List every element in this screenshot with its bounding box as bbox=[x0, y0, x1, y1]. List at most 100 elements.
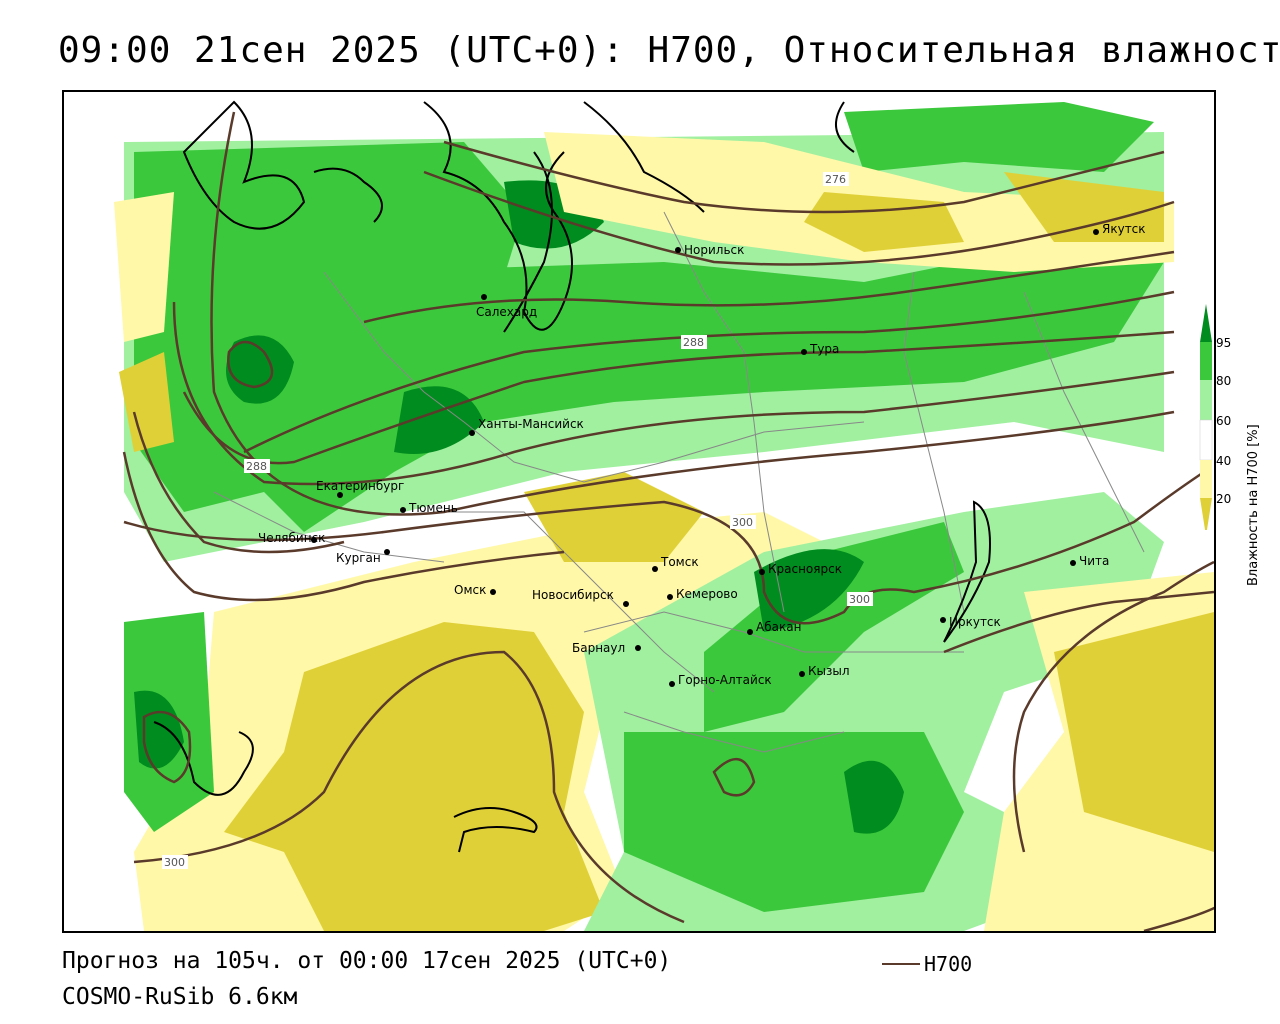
city-dot-gorno-altaysk bbox=[669, 681, 675, 687]
city-dot-chita bbox=[1070, 560, 1076, 566]
humidity-fields bbox=[114, 102, 1214, 931]
legend-swatch-0 bbox=[1200, 498, 1212, 530]
contour-label-276: 276 bbox=[825, 173, 846, 186]
h700-contour-w3 bbox=[122, 451, 565, 602]
city-label-khanty-mansiysk: Ханты-Мансийск bbox=[478, 417, 584, 431]
city-label-krasnoyarsk: Красноярск bbox=[768, 562, 842, 576]
humidity-zone-95-khakassia bbox=[754, 549, 864, 632]
legend-title-text: Влажность на H700 [%] bbox=[1246, 424, 1261, 586]
legend-tick-40: 40 bbox=[1216, 454, 1231, 468]
dry-zone-0-south bbox=[224, 622, 604, 931]
city-dot-chelyabinsk bbox=[311, 537, 317, 543]
city-dot-tomsk bbox=[652, 566, 658, 572]
humidity-zone-95-west bbox=[226, 335, 294, 404]
city-dot-krasnoyarsk bbox=[759, 569, 765, 575]
city-dot-abakan bbox=[747, 629, 753, 635]
contour-label-300-a: 300 bbox=[732, 516, 753, 529]
city-label-yekaterinburg: Екатеринбург bbox=[316, 479, 404, 493]
h700-contour-east2 bbox=[943, 590, 1214, 654]
legend-swatch-60 bbox=[1200, 380, 1212, 420]
city-label-barnaul: Барнаул bbox=[572, 641, 625, 655]
h700-contour-284 bbox=[363, 250, 1175, 324]
city-dot-khanty-mansiysk bbox=[469, 430, 475, 436]
legend-swatch-80 bbox=[1200, 342, 1212, 380]
legend-tick-80: 80 bbox=[1216, 374, 1231, 388]
city-label-salekhard: Салехард bbox=[476, 305, 537, 319]
h700-contour-low-south bbox=[712, 757, 756, 797]
color-legend: 95 80 60 40 20 bbox=[1199, 304, 1231, 530]
contour-label-288-a: 288 bbox=[683, 336, 704, 349]
city-label-omsk: Омск bbox=[454, 583, 486, 597]
humidity-zone-80-southeast bbox=[704, 522, 964, 732]
city-label-abakan: Абакан bbox=[756, 620, 801, 634]
h700-contour-east bbox=[1012, 560, 1214, 853]
city-dot-kyzyl bbox=[799, 671, 805, 677]
legend-tick-60: 60 bbox=[1216, 414, 1231, 428]
contour-legend-line bbox=[882, 963, 920, 965]
contour-label-300-b: 300 bbox=[849, 593, 870, 606]
region-borders bbox=[213, 211, 1145, 753]
coastlines bbox=[153, 100, 991, 853]
city-label-irkutsk: Иркутск bbox=[949, 615, 1001, 629]
contour-labels: 276 288 288 300 300 300 bbox=[162, 172, 873, 869]
city-label-yakutsk: Якутск bbox=[1102, 222, 1146, 236]
legend-tick-95: 95 bbox=[1216, 336, 1231, 350]
city-label-tomsk: Томск bbox=[660, 555, 699, 569]
humidity-zone-80-central bbox=[264, 232, 1164, 532]
h700-contour-low-west bbox=[227, 340, 274, 389]
model-name: COSMO-RuSib 6.6км bbox=[62, 984, 298, 1010]
city-label-gorno-altaysk: Горно-Алтайск bbox=[678, 673, 772, 687]
h700-contour-w2 bbox=[132, 411, 345, 554]
contour-label-300-c: 300 bbox=[164, 856, 185, 869]
city-dot-norilsk bbox=[675, 247, 681, 253]
city-label-norilsk: Норильск bbox=[684, 243, 744, 257]
city-dot-tura bbox=[801, 349, 807, 355]
h700-contour-290 bbox=[172, 301, 1175, 486]
legend-swatch-40 bbox=[1199, 419, 1213, 461]
city-dot-salekhard bbox=[481, 294, 487, 300]
h700-contours bbox=[122, 111, 1214, 931]
h700-contour-300 bbox=[123, 470, 1205, 625]
city-label-novosibirsk: Новосибирск bbox=[532, 588, 614, 602]
h700-contour-292 bbox=[210, 111, 1175, 516]
city-label-chelyabinsk: Челябинск bbox=[258, 531, 325, 545]
city-dot-barnaul bbox=[635, 645, 641, 651]
humidity-zone-80-northwest bbox=[134, 142, 524, 512]
dry-zone-0-center bbox=[524, 472, 704, 562]
contour-label-288-b: 288 bbox=[246, 460, 267, 473]
legend-swatch-20 bbox=[1200, 460, 1212, 498]
city-label-kurgan: Курган bbox=[336, 551, 381, 565]
h700-contour-282 bbox=[423, 170, 1175, 266]
city-dot-kemerovo bbox=[667, 594, 673, 600]
forecast-info: Прогноз на 105ч. от 00:00 17сен 2025 (UT… bbox=[62, 948, 672, 974]
contour-legend-label: H700 bbox=[924, 952, 973, 976]
city-label-chita: Чита bbox=[1079, 554, 1109, 568]
h700-contour-276 bbox=[443, 140, 1165, 214]
legend-title: Влажность на H700 [%] bbox=[1246, 424, 1261, 586]
city-dot-irkutsk bbox=[940, 617, 946, 623]
h700-contour-300-south bbox=[133, 650, 685, 924]
city-dot-kurgan bbox=[384, 549, 390, 555]
dry-zone-20-west bbox=[114, 192, 174, 342]
dry-zone-0-northeast bbox=[1004, 172, 1164, 242]
legend-swatch-95-plus bbox=[1200, 304, 1212, 342]
h700-contour-se bbox=[1143, 906, 1214, 931]
h700-contour-low-sw bbox=[142, 710, 192, 784]
humidity-map: 276 288 288 300 300 300 Норильск Якутск … bbox=[64, 92, 1214, 931]
city-dot-novosibirsk bbox=[623, 601, 629, 607]
city-label-kyzyl: Кызыл bbox=[808, 664, 850, 678]
city-label-tura: Тура bbox=[809, 342, 839, 356]
contour-legend: H700 bbox=[882, 952, 972, 976]
city-markers: Норильск Якутск Салехард Тура Ханты-Манс… bbox=[258, 222, 1146, 687]
h700-contour-288 bbox=[182, 330, 1175, 465]
city-dot-yekaterinburg bbox=[337, 492, 343, 498]
map-area: 276 288 288 300 300 300 Норильск Якутск … bbox=[62, 90, 1216, 933]
dry-zone-0-west bbox=[119, 352, 174, 452]
city-label-kemerovo: Кемерово bbox=[676, 587, 738, 601]
humidity-zone-95-south bbox=[844, 760, 904, 834]
city-label-tyumen: Тюмень bbox=[408, 501, 458, 515]
map-title: 09:00 21сен 2025 (UTC+0): H700, Относите… bbox=[58, 30, 1280, 71]
humidity-zone-80-north bbox=[844, 102, 1154, 172]
city-dot-omsk bbox=[490, 589, 496, 595]
city-dot-yakutsk bbox=[1093, 229, 1099, 235]
